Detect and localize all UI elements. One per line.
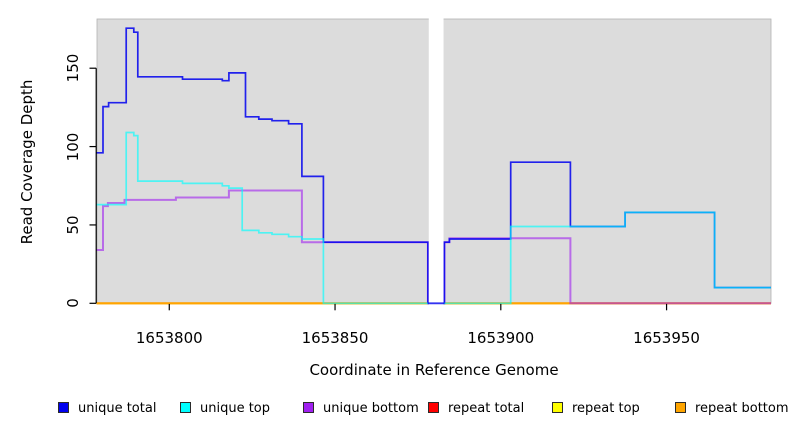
y-axis-title: Read Coverage Depth	[18, 79, 36, 245]
legend-label: repeat top	[572, 401, 640, 416]
series-group	[96, 27, 771, 305]
y-tick-label: 150	[64, 53, 82, 83]
legend-label: repeat bottom	[695, 401, 789, 416]
legend-swatch	[552, 402, 563, 413]
legend-item-repeat-total: repeat total	[428, 398, 525, 416]
legend-label: unique top	[200, 401, 271, 416]
series-unique-total	[96, 27, 771, 305]
legend-item-unique-total: unique total	[58, 398, 157, 416]
x-tick-label: 1653950	[633, 329, 700, 347]
y-tick-label: 0	[64, 298, 82, 309]
coverage-gap-band	[428, 18, 444, 307]
x-tick-label: 1653850	[301, 329, 369, 347]
y-tick-label: 100	[64, 132, 82, 161]
legend-label: unique bottom	[323, 401, 419, 416]
legend-swatch	[428, 402, 439, 413]
y-tick-label: 50	[64, 215, 82, 235]
x-axis-title: Coordinate in Reference Genome	[309, 361, 559, 379]
legend-item-repeat-top: repeat top	[552, 398, 640, 416]
x-tick-label: 1653900	[467, 329, 535, 347]
legend-item-unique-bottom: unique bottom	[303, 398, 419, 416]
legend-swatch	[180, 402, 191, 413]
legend-label: unique total	[78, 401, 157, 416]
legend-swatch	[303, 402, 314, 413]
series-unique-top	[96, 131, 771, 305]
legend-label: repeat total	[448, 401, 525, 416]
x-tick-label: 1653800	[135, 329, 203, 347]
legend-swatch	[675, 402, 686, 413]
legend-item-repeat-bottom: repeat bottom	[675, 398, 789, 416]
legend-swatch	[58, 402, 69, 413]
legend-item-unique-top: unique top	[180, 398, 271, 416]
